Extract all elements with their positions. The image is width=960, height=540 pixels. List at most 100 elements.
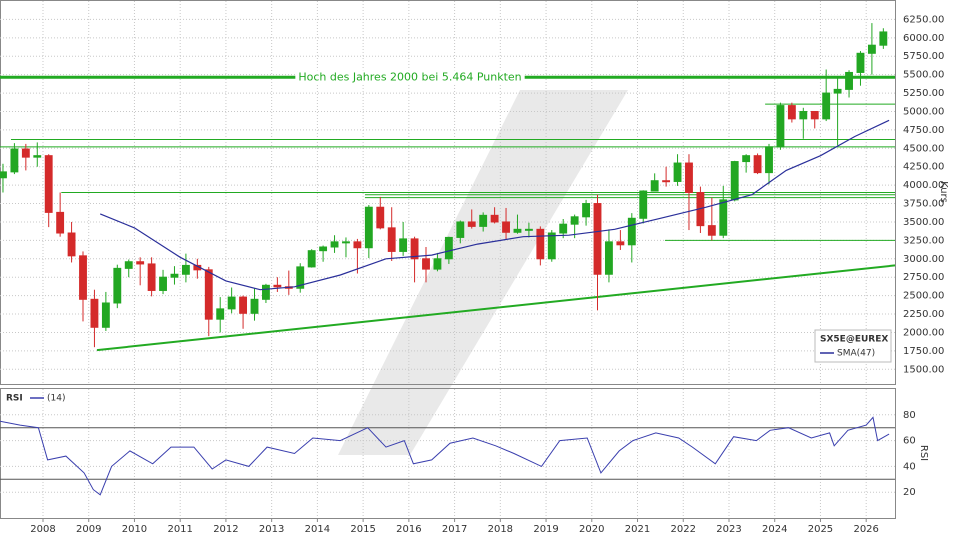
candle-body	[856, 52, 865, 73]
candle-body	[719, 199, 728, 236]
y-tick-label: 4750.00	[903, 125, 944, 136]
candle-body	[444, 236, 453, 260]
x-tick-label: 2023	[716, 524, 741, 535]
y-tick-label: 2250.00	[903, 309, 944, 320]
candle-body	[170, 273, 179, 278]
candle-body	[867, 44, 876, 54]
y-tick-label: 5000.00	[903, 106, 944, 117]
y-tick-label: 40	[903, 461, 916, 472]
x-tick-label: 2025	[808, 524, 833, 535]
y-tick-label: 5750.00	[903, 51, 944, 62]
legend-label: SX5E@EUREX	[820, 335, 888, 345]
x-tick-label: 2026	[853, 524, 878, 535]
x-tick-label: 2010	[122, 524, 147, 535]
sma-line	[99, 119, 890, 291]
y-tick-label: 6250.00	[903, 14, 944, 25]
x-tick-label: 2019	[533, 524, 558, 535]
candle-body	[433, 258, 442, 270]
candle-body	[56, 211, 65, 234]
candle-body	[307, 250, 316, 268]
candle-body	[79, 255, 87, 300]
x-tick-label: 2024	[762, 524, 787, 535]
candle-body	[181, 264, 190, 275]
x-tick-label: 2008	[30, 524, 55, 535]
candle-body	[650, 180, 659, 192]
candle-body	[147, 263, 156, 291]
y-tick-label: 4250.00	[903, 162, 944, 173]
candle-body	[765, 146, 773, 174]
candle-body	[273, 284, 282, 288]
y-tick-label: 1500.00	[903, 364, 944, 375]
candle-body	[753, 155, 762, 174]
candle-body	[44, 155, 53, 213]
candle-body	[342, 241, 350, 244]
candle-body	[502, 221, 510, 233]
candle-body	[582, 203, 591, 218]
candle-body	[319, 246, 328, 252]
candle-body	[685, 162, 693, 194]
y-tick-label: 3250.00	[903, 235, 944, 246]
candle-body	[845, 71, 853, 90]
candle-body	[707, 225, 716, 236]
legend-label: SMA(47)	[837, 349, 875, 359]
trend-line	[96, 264, 896, 352]
candle-body	[456, 221, 465, 238]
y-tick-label: 5250.00	[903, 88, 944, 99]
candle-body	[124, 261, 133, 269]
y-tick-label: 3750.00	[903, 199, 944, 210]
candle-body	[879, 31, 888, 46]
candle-body	[479, 214, 488, 227]
candle-body	[410, 238, 419, 260]
y-tick-label: 2750.00	[903, 272, 944, 283]
candle-body	[776, 105, 785, 148]
x-tick-label: 2021	[625, 524, 650, 535]
x-tick-label: 2011	[167, 524, 192, 535]
y-tick-label: 60	[903, 436, 916, 447]
rsi-panel	[0, 388, 896, 519]
candle-body	[605, 241, 613, 275]
candle-body	[536, 228, 545, 260]
candle-body	[0, 171, 7, 179]
y-tick-label: 2500.00	[903, 291, 944, 302]
candle-body	[787, 105, 796, 120]
candle-body	[422, 258, 430, 270]
y-tick-label: 3000.00	[903, 254, 944, 265]
x-tick-label: 2020	[579, 524, 604, 535]
candle-body	[399, 238, 408, 252]
annotation-background	[295, 70, 525, 84]
candle-body	[227, 296, 236, 310]
candle-body	[353, 241, 362, 249]
candle-body	[524, 228, 533, 231]
candle-body	[113, 267, 122, 304]
candle-body	[547, 232, 556, 260]
x-tick-label: 2016	[396, 524, 421, 535]
candle-body	[513, 228, 522, 233]
x-tick-label: 2022	[671, 524, 696, 535]
candle-body	[33, 155, 42, 158]
y-tick-label: 2000.00	[903, 327, 944, 338]
candle-body	[730, 161, 739, 201]
candle-body	[296, 266, 305, 289]
candle-body	[490, 214, 499, 223]
candle-body	[467, 221, 476, 227]
candle-body	[101, 302, 110, 328]
candle-body	[616, 241, 625, 246]
annotation: Hoch des Jahres 2000 bei 5.464 Punkten	[298, 70, 521, 83]
y-tick-label: 3500.00	[903, 217, 944, 228]
candle-body	[67, 232, 76, 257]
y-tick-label: 20	[903, 487, 916, 498]
price-panel	[0, 0, 896, 385]
y-axis-label: Kurs	[938, 181, 949, 203]
candle-body	[673, 162, 682, 182]
y-axis-label: RSI	[918, 445, 929, 461]
y-tick-label: 1750.00	[903, 346, 944, 357]
rsi-line	[0, 416, 890, 496]
candle-body	[742, 155, 751, 163]
candle-body	[21, 148, 30, 158]
candle-body	[593, 203, 602, 275]
candle-body	[262, 284, 270, 300]
y-tick-label: 4000.00	[903, 180, 944, 191]
candle-body	[833, 88, 842, 94]
candle-body	[90, 298, 99, 328]
